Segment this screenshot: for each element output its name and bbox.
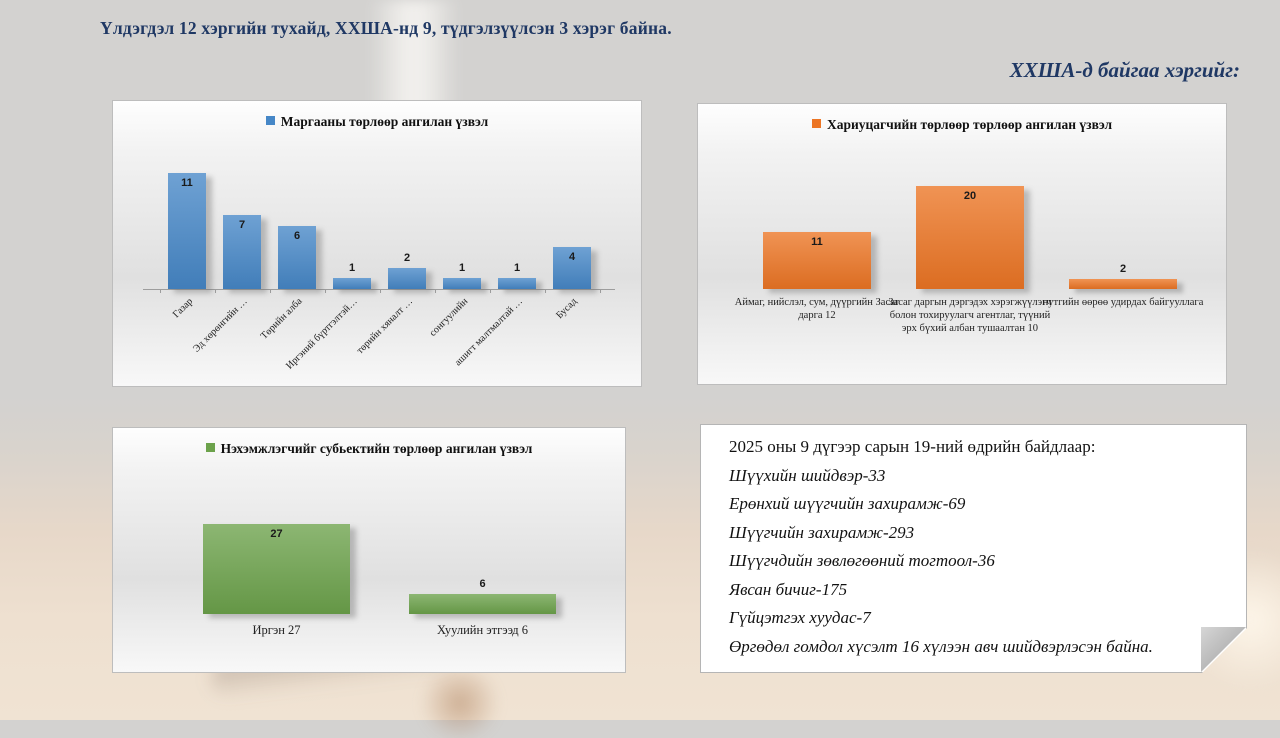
bar-value-label: 6: [293, 230, 301, 242]
chart-legend: Нэхэмжлэгчийг субьектийн төрлөөр ангилан…: [113, 440, 625, 458]
bar-value-label: 20: [963, 190, 977, 202]
axis-tick: [379, 289, 381, 293]
plaintiff-type-chart: Нэхэмжлэгчийг субьектийн төрлөөр ангилан…: [112, 427, 626, 673]
chart-legend: Хариуцагчийн төрлөөр төрлөөр ангилан үзв…: [698, 116, 1226, 134]
category-label: Бусад: [554, 296, 580, 322]
axis-tick: [324, 289, 326, 293]
bar: [763, 232, 871, 289]
infobox-line: Шүүхийн шийдвэр-33: [729, 465, 886, 485]
axis-tick: [544, 289, 546, 293]
bar: [553, 247, 591, 289]
bar: [168, 173, 206, 289]
axis-tick: [434, 289, 436, 293]
axis-tick: [599, 289, 601, 293]
bar: [498, 278, 536, 289]
bar: [203, 524, 350, 614]
category-label: нутгийн өөрөө удирдах байгууллага: [1042, 297, 1204, 308]
bar: [333, 278, 371, 289]
bar: [278, 226, 316, 289]
category-label: Аймаг, нийслэл, сум, дүүргийн Засаг дарг…: [734, 297, 900, 322]
statistics-infobox: 2025 оны 9 дүгээр сарын 19-ний өдрийн ба…: [700, 424, 1247, 673]
category-label: Засаг даргын дэргэдэх хэрэгжүүлэгч болон…: [888, 297, 1052, 335]
dispute-type-chart: Маргааны төрлөөр ангилан үзвэл 11 Газар 7 Э…: [112, 100, 642, 387]
bar-value-label: 2: [1119, 263, 1127, 275]
bar: [443, 278, 481, 289]
bar: [409, 594, 556, 614]
bar-value-label: 7: [238, 219, 246, 231]
chart-legend-label: Маргааны төрлөөр ангилан үзвэл: [280, 114, 489, 129]
axis-tick: [489, 289, 491, 293]
infobox-line: Явсан бичиг-175: [729, 579, 848, 599]
plot-area: 27 Иргэн 27 6 Хуулийн этгээд 6: [113, 428, 625, 672]
x-axis-line: [143, 289, 615, 290]
page-subtitle: ХХША-д байгаа хэргийг:: [1009, 58, 1240, 82]
category-label: сонгуулийн: [426, 296, 470, 339]
plot-area: 11 Аймаг, нийслэл, сум, дүүргийн Засаг да…: [698, 104, 1226, 384]
infobox-heading: 2025 оны 9 дүгээр сарын 19-ний өдрийн ба…: [729, 437, 1096, 456]
bar-value-label: 27: [270, 528, 283, 540]
bar: [223, 215, 261, 289]
bar: [1069, 279, 1177, 289]
category-label: Газар: [170, 296, 195, 321]
category-label: Иргэн 27: [252, 623, 301, 637]
infobox-line: Шүүгчдийн зөвлөгөөний тогтоол-36: [729, 551, 995, 570]
bar-value-label: 1: [513, 262, 521, 274]
category-label: Төрийн алба: [259, 296, 305, 342]
infobox-line: Шүүгчийн захирамж-293: [729, 522, 915, 542]
respondent-type-chart: Хариуцагчийн төрлөөр төрлөөр ангилан үзв…: [697, 103, 1227, 385]
plot-area: 11 Газар 7 Эд хөрөнгийн … 6 Төрийн алба 1 Иргэн…: [113, 101, 641, 386]
axis-tick: [214, 289, 216, 293]
bar: [388, 268, 426, 289]
axis-tick: [269, 289, 271, 293]
bar: [916, 186, 1024, 289]
category-label: Эд хөрөнгийн …: [191, 296, 250, 355]
category-label: Хуулийн этгээд 6: [436, 623, 529, 637]
background-gavel-head-image: [415, 668, 505, 738]
page-title: Үлдэгдэл 12 хэргийн тухайд, ХХША-нд 9, т…: [100, 18, 672, 38]
bar-value-label: 4: [568, 251, 576, 263]
chart-legend: Маргааны төрлөөр ангилан үзвэл: [113, 113, 641, 131]
infobox-content: 2025 оны 9 дүгээр сарын 19-ний өдрийн ба…: [729, 433, 1226, 661]
chart-legend-label: Нэхэмжлэгчийг субьектийн төрлөөр ангилан…: [220, 441, 533, 456]
bar-value-label: 1: [458, 262, 466, 274]
infobox-line: Өргөдөл гомдол хүсэлт 16 хүлээн авч шийд…: [729, 636, 1153, 656]
bar-value-label: 11: [811, 236, 823, 248]
category-label: төрийн хяналт …: [354, 296, 415, 357]
legend-swatch-orange: [811, 119, 821, 128]
infobox-line: Ерөнхий шүүгчийн захирамж-69: [729, 494, 966, 513]
chart-legend-label: Хариуцагчийн төрлөөр төрлөөр ангилан үзв…: [826, 117, 1113, 132]
bar-value-label: 1: [348, 262, 356, 274]
legend-swatch-green: [205, 443, 215, 452]
bar-value-label: 2: [403, 252, 411, 264]
bar-value-label: 11: [181, 177, 193, 189]
legend-swatch-blue: [265, 116, 275, 125]
infobox-line: Гүйцэтгэх хуудас-7: [729, 608, 871, 627]
axis-tick: [159, 289, 161, 293]
bar-value-label: 6: [479, 578, 486, 590]
